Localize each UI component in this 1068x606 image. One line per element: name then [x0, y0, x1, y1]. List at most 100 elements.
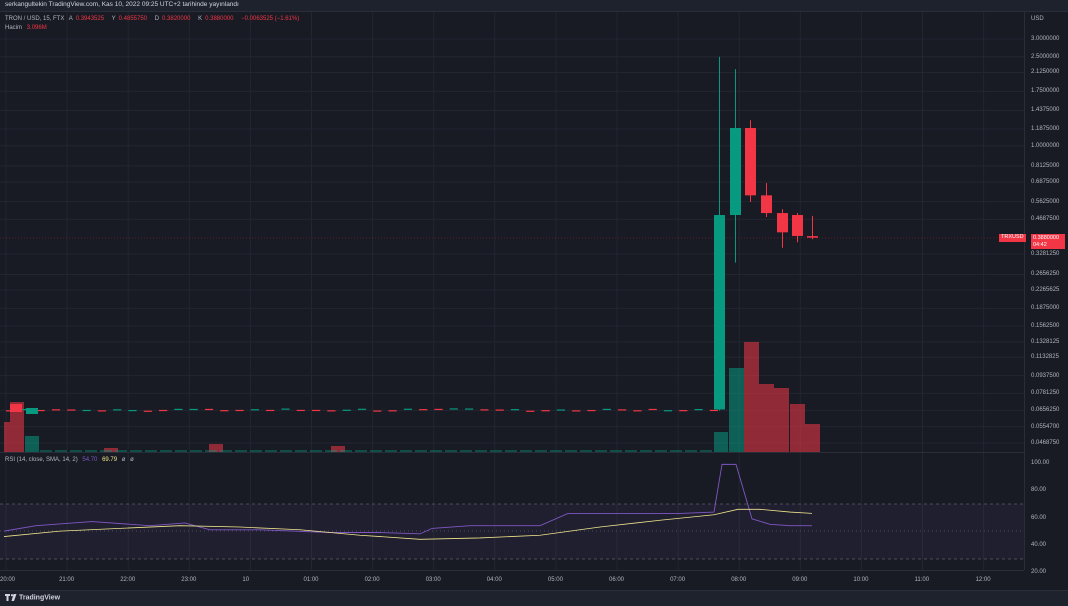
price-tick: 0.0468750: [1031, 440, 1060, 446]
volume-bar: [10, 402, 24, 452]
candle: [174, 408, 183, 411]
candle: [648, 408, 657, 411]
time-tick: 08:00: [731, 577, 747, 583]
volume-bar: [445, 450, 457, 452]
candle: [26, 408, 38, 414]
legend-open-label: A: [68, 16, 73, 22]
candle: [312, 409, 321, 412]
price-tick: 1.4375000: [1031, 107, 1060, 114]
volume-label[interactable]: Hacim: [5, 25, 23, 31]
volume-bar: [729, 368, 744, 452]
candle: [434, 408, 443, 411]
time-tick: 21:00: [59, 577, 75, 583]
price-axis[interactable]: USD 3.0000000 2.5000000 2.1250000 1.7500000…: [1024, 12, 1068, 575]
attribution-bar: serkangultekin TradingView.com, Kas 10, …: [0, 0, 1068, 12]
legend-low-label: D: [154, 16, 160, 22]
candle: [10, 404, 22, 412]
candle: [281, 408, 290, 410]
candle: [679, 410, 688, 412]
volume-bar: [400, 450, 412, 452]
volume-bar: [340, 450, 352, 452]
tradingview-logo[interactable]: TradingView: [5, 594, 60, 601]
volume-bar: [565, 450, 577, 452]
candle: [465, 408, 474, 410]
volume-bar: [295, 450, 307, 452]
volume-bar: [610, 450, 622, 452]
candle: [128, 409, 137, 412]
candle: [342, 409, 351, 411]
volume-bar: [70, 450, 82, 452]
tradingview-logo-icon: [5, 594, 17, 601]
volume-bar: [265, 450, 277, 452]
volume-bar: [415, 450, 427, 452]
volume-bar: [580, 450, 592, 452]
candle: [357, 408, 367, 410]
volume-bar: [385, 450, 397, 452]
candle: [36, 409, 45, 412]
price-tick: 0.1562500: [1031, 323, 1060, 330]
price-tag-symbol: TRXUSD: [999, 234, 1026, 242]
rsi-extra-2: ø: [130, 457, 134, 463]
price-tick: 0.1328125: [1031, 338, 1060, 345]
price-tick: 0.5625000: [1031, 198, 1060, 205]
volume-bar: [85, 450, 97, 452]
candle: [419, 409, 428, 411]
rsi-ma-line: [3, 508, 813, 540]
volume-bar: [520, 450, 532, 452]
price-tick: 3.0000000: [1031, 36, 1060, 42]
footer-bar: TradingView: [0, 590, 1068, 606]
price-tick: 0.0656250: [1031, 407, 1060, 414]
price-tag-countdown: 04:42: [1033, 241, 1047, 248]
rsi-tick: 100.00: [1031, 460, 1050, 466]
volume-bar: [535, 450, 547, 452]
rsi-line: [3, 463, 812, 535]
rsi-value: 54.70: [82, 457, 98, 463]
price-tick: 0.0781250: [1031, 390, 1060, 397]
volume-bar: [331, 446, 345, 452]
volume-bar: [55, 450, 67, 452]
volume-bar: [160, 450, 172, 452]
legend-symbol[interactable]: TRON / USD, 15, FTX: [5, 16, 65, 22]
volume-bar: [104, 448, 118, 452]
volume-bar: [100, 450, 112, 452]
volume-bar: [175, 450, 187, 452]
time-tick: 05:00: [547, 577, 563, 583]
candle: [159, 409, 168, 412]
time-axis[interactable]: 20:00 21:00 22:00 23:00 10 01:00 02:00 03:00 04:…: [0, 570, 1024, 590]
price-tick: 0.0937500: [1031, 372, 1060, 379]
volume-bar: [430, 450, 442, 452]
rsi-label[interactable]: RSI (14, close, SMA, 14, 2): [5, 457, 78, 463]
time-tick: 10: [242, 577, 250, 583]
time-tick: 11:00: [914, 577, 930, 583]
volume-bar: [209, 444, 223, 452]
time-tick: 03:00: [425, 577, 441, 583]
time-tick: 04:00: [486, 577, 502, 583]
candle: [714, 215, 725, 410]
candle: [67, 409, 76, 411]
candle: [633, 410, 642, 412]
time-tick: 10:00: [853, 577, 869, 583]
price-tick: 0.1875000: [1031, 305, 1060, 312]
volume-bar: [550, 450, 562, 452]
volume-bar: [700, 450, 712, 452]
candle: [143, 410, 152, 412]
volume-bar: [220, 450, 232, 452]
volume-bar: [475, 450, 487, 452]
time-tick: 02:00: [364, 577, 380, 583]
volume-bar: [759, 384, 774, 452]
volume-bar: [40, 450, 52, 452]
candle: [51, 409, 61, 411]
legend-open: 0.3943525: [75, 16, 105, 22]
price-tick: 0.1132825: [1031, 354, 1059, 361]
volume-bar: [640, 450, 652, 452]
candle: [587, 409, 596, 412]
pane-separator[interactable]: [0, 452, 1024, 453]
price-tick: 0.0554700: [1031, 423, 1060, 430]
rsi-band: [0, 504, 1024, 559]
time-tick: 23:00: [181, 577, 197, 583]
candle: [480, 409, 489, 411]
volume-bar: [190, 450, 202, 452]
candle: [730, 128, 741, 216]
